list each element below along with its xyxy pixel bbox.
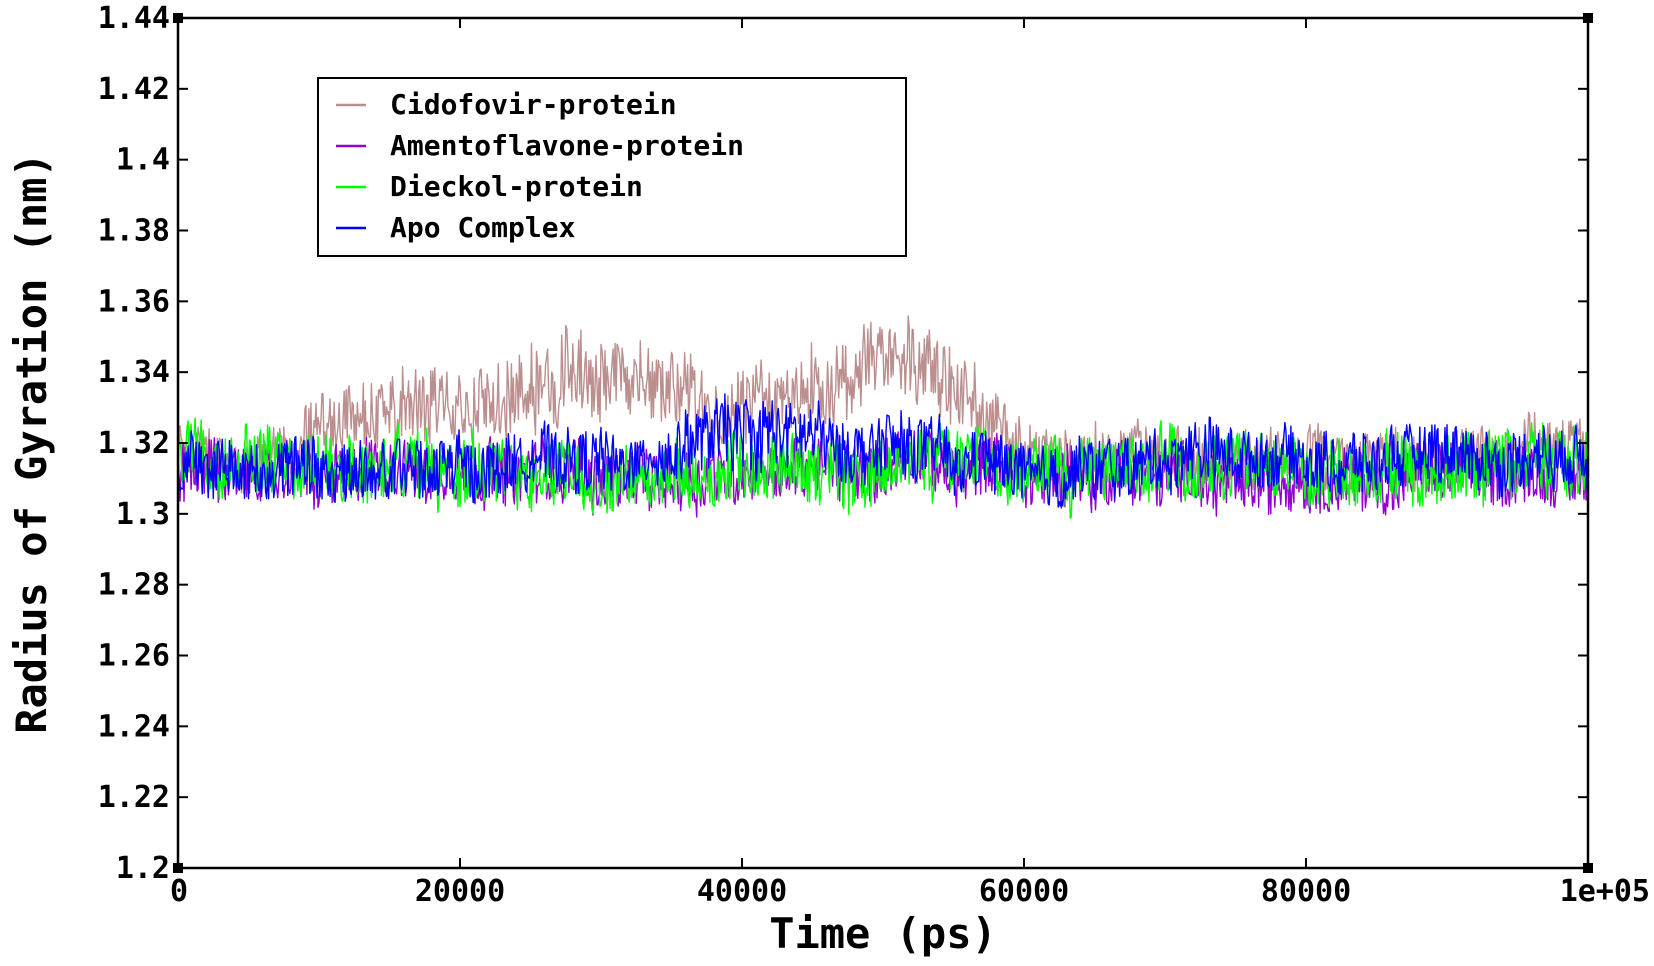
- x-tick-label: 0: [170, 874, 188, 909]
- y-tick-label: 1.2: [116, 851, 170, 886]
- x-tick-label: 1e+05: [1560, 874, 1650, 909]
- x-tick-label: 20000: [415, 874, 505, 909]
- legend-label: Apo Complex: [390, 211, 576, 244]
- y-tick-label: 1.4: [116, 143, 170, 178]
- y-tick-label: 1.38: [98, 214, 170, 249]
- x-tick-label: 40000: [697, 874, 787, 909]
- y-tick-label: 1.34: [98, 355, 170, 390]
- legend-label: Cidofovir-protein: [390, 88, 677, 121]
- ticks-layer: 0 20000 40000 60000 80000 1e+05 1.2 1.22 1.24 1.2…: [98, 1, 1650, 909]
- series-line-2: [177, 417, 1589, 520]
- series-line-3: [177, 393, 1589, 508]
- legend-label: Dieckol-protein: [390, 170, 643, 203]
- corner-marker: [1583, 13, 1593, 23]
- corner-marker: [173, 13, 183, 23]
- legend-label: Amentoflavone-protein: [390, 129, 744, 162]
- y-tick-label: 1.26: [98, 639, 170, 674]
- legend: Cidofovir-protein Amentoflavone-protein Di…: [317, 77, 907, 257]
- y-axis-label: Radius of Gyration (nm): [7, 152, 56, 734]
- x-axis-label: Time (ps): [769, 909, 997, 958]
- legend-box: [317, 77, 907, 257]
- x-tick-label: 60000: [979, 874, 1069, 909]
- y-tick-label: 1.44: [98, 1, 170, 36]
- y-tick-label: 1.36: [98, 284, 170, 319]
- series-layer: [177, 315, 1589, 520]
- y-tick-label: 1.42: [98, 72, 170, 107]
- y-tick-label: 1.22: [98, 780, 170, 815]
- corner-marker: [173, 863, 183, 873]
- y-tick-label: 1.24: [98, 709, 170, 744]
- y-tick-label: 1.28: [98, 568, 170, 603]
- y-tick-label: 1.32: [98, 426, 170, 461]
- corner-marker: [1583, 863, 1593, 873]
- y-tick-label: 1.3: [116, 497, 170, 532]
- x-tick-label: 80000: [1261, 874, 1351, 909]
